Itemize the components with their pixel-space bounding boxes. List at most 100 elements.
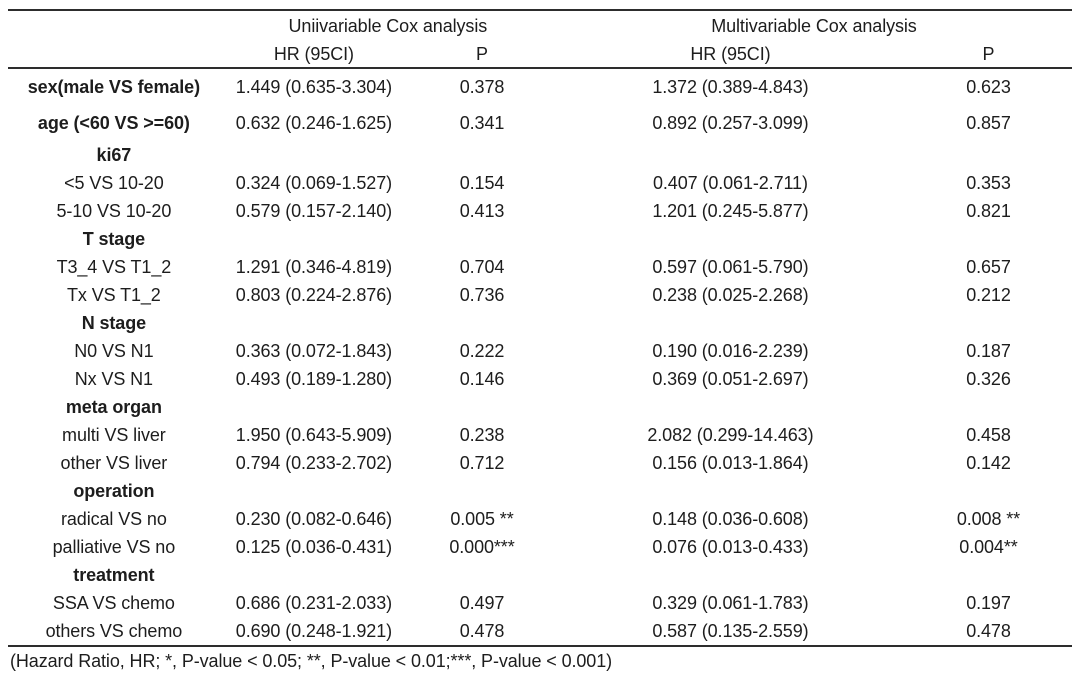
cell-label: N stage bbox=[81, 312, 147, 333]
multi-hr-column-header: HR (95CI) bbox=[690, 43, 771, 64]
cell-multi-p: 0.478 bbox=[966, 620, 1011, 641]
cell-uni-p: 0.005 ** bbox=[450, 508, 514, 529]
cell-multi-hr: 0.329 (0.061-1.783) bbox=[652, 592, 809, 613]
cell-uni-hr: 0.230 (0.082-0.646) bbox=[235, 508, 392, 529]
cell-uni-p bbox=[408, 393, 556, 421]
table-footnote: (Hazard Ratio, HR; *, P-value < 0.05; **… bbox=[10, 651, 613, 671]
cell-uni-hr bbox=[220, 477, 408, 505]
group-header-row: treatment bbox=[8, 561, 1072, 589]
table-row: palliative VS no 0.125 (0.036-0.431) 0.000… bbox=[8, 533, 1072, 561]
cell-multi-hr bbox=[556, 393, 905, 421]
group-header-row: meta organ bbox=[8, 393, 1072, 421]
cell-multi-hr: 1.372 (0.389-4.843) bbox=[652, 76, 809, 97]
cell-uni-p: 0.478 bbox=[459, 620, 505, 641]
multivariable-analysis-header: Multivariable Cox analysis bbox=[711, 15, 917, 36]
cell-uni-hr: 0.803 (0.224-2.876) bbox=[235, 284, 392, 305]
cell-multi-p: 0.857 bbox=[966, 112, 1011, 133]
cell-multi-hr bbox=[556, 141, 905, 169]
cell-multi-p bbox=[905, 477, 1072, 505]
multi-p-column-header: P bbox=[982, 43, 995, 64]
cell-multi-p bbox=[905, 393, 1072, 421]
cell-multi-hr bbox=[556, 561, 905, 589]
cell-label: age (<60 VS >=60) bbox=[37, 112, 190, 133]
cell-uni-p: 0.238 bbox=[459, 424, 505, 445]
group-header-row: operation bbox=[8, 477, 1072, 505]
cell-uni-p: 0.736 bbox=[459, 284, 505, 305]
cell-uni-hr bbox=[220, 309, 408, 337]
cell-multi-p bbox=[905, 141, 1072, 169]
cell-multi-p: 0.197 bbox=[966, 592, 1011, 613]
cell-uni-hr: 0.493 (0.189-1.280) bbox=[235, 368, 392, 389]
cell-uni-p: 0.341 bbox=[459, 112, 505, 133]
cell-label: radical VS no bbox=[60, 508, 167, 529]
cell-label: SSA VS chemo bbox=[52, 592, 175, 613]
cell-multi-hr bbox=[556, 477, 905, 505]
cell-label: meta organ bbox=[65, 396, 162, 417]
cell-label: 5-10 VS 10-20 bbox=[56, 200, 172, 221]
cell-label: ki67 bbox=[96, 144, 132, 165]
cell-multi-p: 0.142 bbox=[966, 452, 1011, 473]
cell-multi-p bbox=[905, 225, 1072, 253]
table-row: others VS chemo 0.690 (0.248-1.921) 0.478 0… bbox=[8, 617, 1072, 646]
table-row: radical VS no 0.230 (0.082-0.646) 0.005 **… bbox=[8, 505, 1072, 533]
group-header-row: N stage bbox=[8, 309, 1072, 337]
cell-uni-p: 0.222 bbox=[459, 340, 505, 361]
cell-uni-hr: 0.579 (0.157-2.140) bbox=[235, 200, 392, 221]
table-row: N0 VS N1 0.363 (0.072-1.843) 0.222 0.190 (0… bbox=[8, 337, 1072, 365]
corner-blank-cell bbox=[8, 10, 220, 41]
cell-uni-hr bbox=[220, 141, 408, 169]
table-row: SSA VS chemo 0.686 (0.231-2.033) 0.497 0.32… bbox=[8, 589, 1072, 617]
cell-label: sex(male VS female) bbox=[27, 76, 200, 97]
cell-label: treatment bbox=[73, 564, 155, 585]
uni-hr-column-header: HR (95CI) bbox=[273, 43, 354, 64]
cell-uni-hr: 0.363 (0.072-1.843) bbox=[235, 340, 392, 361]
variable-column-blank-cell bbox=[8, 41, 220, 68]
cell-uni-hr: 0.686 (0.231-2.033) bbox=[235, 592, 392, 613]
univariable-analysis-header: Uniivariable Cox analysis bbox=[288, 15, 488, 36]
cell-label: Nx VS N1 bbox=[74, 368, 153, 389]
cell-multi-p: 0.212 bbox=[966, 284, 1011, 305]
cell-multi-p: 0.008 ** bbox=[956, 508, 1021, 529]
cell-uni-hr: 0.632 (0.246-1.625) bbox=[235, 112, 392, 133]
cell-uni-hr: 0.324 (0.069-1.527) bbox=[235, 172, 392, 193]
cell-uni-hr: 0.794 (0.233-2.702) bbox=[235, 452, 392, 473]
cell-multi-p: 0.004** bbox=[959, 536, 1018, 557]
table-row: age (<60 VS >=60) 0.632 (0.246-1.625) 0.34… bbox=[8, 105, 1072, 141]
cell-multi-hr: 0.892 (0.257-3.099) bbox=[652, 112, 809, 133]
cell-multi-p: 0.353 bbox=[966, 172, 1011, 193]
analysis-group-header-row: Uniivariable Cox analysis Multivariable … bbox=[8, 10, 1072, 41]
cell-multi-p: 0.657 bbox=[966, 256, 1011, 277]
cell-label: operation bbox=[73, 480, 155, 501]
cell-uni-p: 0.413 bbox=[459, 200, 505, 221]
table-row: other VS liver 0.794 (0.233-2.702) 0.712 0.… bbox=[8, 449, 1072, 477]
cell-uni-p bbox=[408, 141, 556, 169]
cell-multi-hr: 0.148 (0.036-0.608) bbox=[652, 508, 809, 529]
cell-uni-hr bbox=[220, 561, 408, 589]
cell-multi-hr: 0.369 (0.051-2.697) bbox=[652, 368, 809, 389]
cell-uni-hr bbox=[220, 393, 408, 421]
cell-multi-hr: 0.190 (0.016-2.239) bbox=[652, 340, 809, 361]
cell-uni-p bbox=[408, 477, 556, 505]
table-row: Tx VS T1_2 0.803 (0.224-2.876) 0.736 0.238 … bbox=[8, 281, 1072, 309]
cell-label: T3_4 VS T1_2 bbox=[56, 256, 172, 277]
cell-multi-hr bbox=[556, 225, 905, 253]
cell-uni-hr: 1.950 (0.643-5.909) bbox=[235, 424, 392, 445]
cell-multi-p: 0.821 bbox=[966, 200, 1011, 221]
cell-label: T stage bbox=[82, 228, 146, 249]
cell-multi-hr: 0.597 (0.061-5.790) bbox=[652, 256, 809, 277]
cell-label: N0 VS N1 bbox=[74, 340, 154, 361]
group-header-row: ki67 bbox=[8, 141, 1072, 169]
cell-multi-hr: 0.076 (0.013-0.433) bbox=[652, 536, 809, 557]
cell-label: others VS chemo bbox=[45, 620, 183, 641]
cell-multi-hr: 0.238 (0.025-2.268) bbox=[652, 284, 809, 305]
cell-uni-p: 0.154 bbox=[459, 172, 505, 193]
cell-multi-p: 0.623 bbox=[966, 76, 1011, 97]
cell-multi-p: 0.187 bbox=[966, 340, 1011, 361]
cell-uni-p: 0.704 bbox=[459, 256, 505, 277]
table-row: multi VS liver 1.950 (0.643-5.909) 0.238 2.… bbox=[8, 421, 1072, 449]
cell-multi-hr: 0.156 (0.013-1.864) bbox=[652, 452, 809, 473]
table-row: T3_4 VS T1_2 1.291 (0.346-4.819) 0.704 0.59… bbox=[8, 253, 1072, 281]
cell-label: other VS liver bbox=[60, 452, 168, 473]
cell-uni-p: 0.000*** bbox=[449, 536, 515, 557]
